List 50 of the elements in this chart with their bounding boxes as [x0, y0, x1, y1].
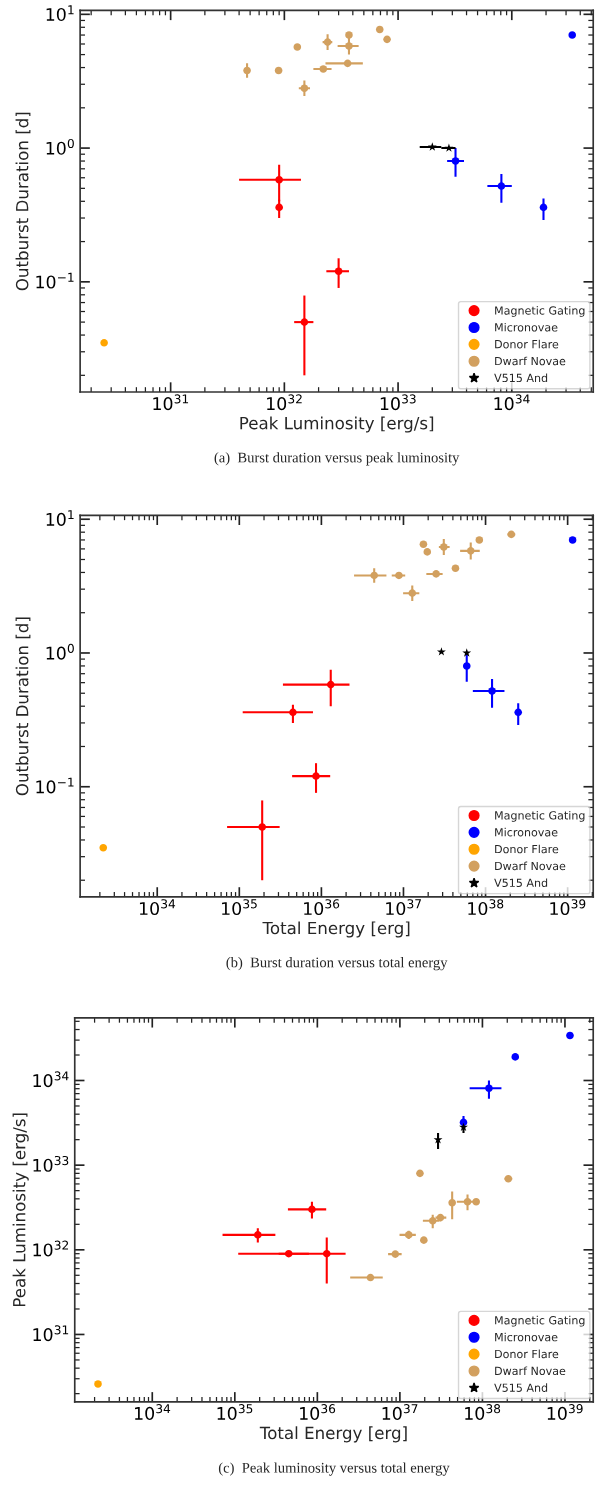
x-tick-label: 10$^{37}$ [386, 899, 421, 916]
y-tick-label: 10$^{34}$ [33, 1071, 69, 1088]
x-tick-label: 10$^{36}$ [300, 1404, 336, 1421]
text: (c) Peak luminosity versus total energy [218, 1462, 450, 1476]
y-tick-label: 10$^{33}$ [33, 1155, 69, 1172]
x-tick-label: 10$^{37}$ [382, 1404, 418, 1421]
legend-label: V515 And [494, 878, 548, 888]
x-tick-label: 10$^{34}$ [135, 1404, 171, 1421]
x-tick-label: 10$^{39}$ [550, 899, 586, 916]
legend-label: Dwarf Novae [495, 356, 566, 366]
legend-label: Donor Flare [495, 339, 559, 349]
x-tick-label: 10$^{31}$ [153, 394, 189, 411]
y-tick-label: 10$^{1}$ [46, 510, 74, 526]
legend-label: Donor Flare [495, 844, 559, 854]
text: (b) Burst duration versus total energy [226, 957, 448, 971]
y-tick-label: 10$^{−1}$ [36, 777, 74, 794]
y-tick-label: 10$^{31}$ [33, 1325, 69, 1342]
x-tick-label: 10$^{35}$ [222, 899, 257, 916]
y-axis-title: Outburst Duration [d] [15, 112, 31, 291]
x-axis-title: Total Energy [erg] [259, 1426, 407, 1443]
x-tick-label: 10$^{38}$ [468, 899, 504, 916]
x-tick-label: 10$^{33}$ [380, 394, 416, 411]
x-axis-title: Peak Luminosity [erg/s] [240, 416, 434, 433]
y-tick-label: 10$^{1}$ [46, 5, 74, 22]
x-tick-label: 10$^{35}$ [217, 1404, 253, 1421]
x-tick-label: 10$^{39}$ [547, 1404, 583, 1421]
y-tick-label: 10$^{0}$ [46, 138, 74, 155]
x-tick-label: 10$^{32}$ [267, 394, 302, 411]
legend-label: Magnetic Gating [495, 810, 585, 822]
legend-label: Donor Flare [495, 1349, 559, 1359]
legend-label: Dwarf Novae [495, 1366, 566, 1376]
legend-label: V515 And [494, 1383, 548, 1392]
legend-label: Dwarf Novae [495, 861, 566, 871]
y-axis-title: Outburst Duration [d] [15, 617, 31, 796]
x-tick-label: 10$^{34}$ [494, 394, 530, 411]
legend-label: V515 And [494, 373, 548, 383]
x-tick-label: 10$^{38}$ [465, 1404, 501, 1421]
text: (a) Burst duration versus peak luminosity [214, 452, 460, 466]
y-axis-title: Peak Luminosity [erg/s] [12, 1113, 29, 1307]
legend-label: Micronovae [495, 322, 558, 332]
y-tick-label: 10$^{−1}$ [36, 272, 74, 289]
x-tick-label: 10$^{34}$ [139, 899, 176, 916]
legend-label: Magnetic Gating [495, 306, 585, 317]
legend-label: Magnetic Gating [495, 1315, 585, 1327]
legend-label: Micronovae [495, 1332, 558, 1342]
y-tick-label: 10$^{0}$ [46, 643, 74, 660]
x-axis-title: Total Energy [erg] [262, 921, 410, 938]
x-tick-label: 10$^{36}$ [304, 899, 340, 916]
legend-label: Micronovae [495, 827, 558, 837]
y-tick-label: 10$^{32}$ [33, 1240, 69, 1257]
